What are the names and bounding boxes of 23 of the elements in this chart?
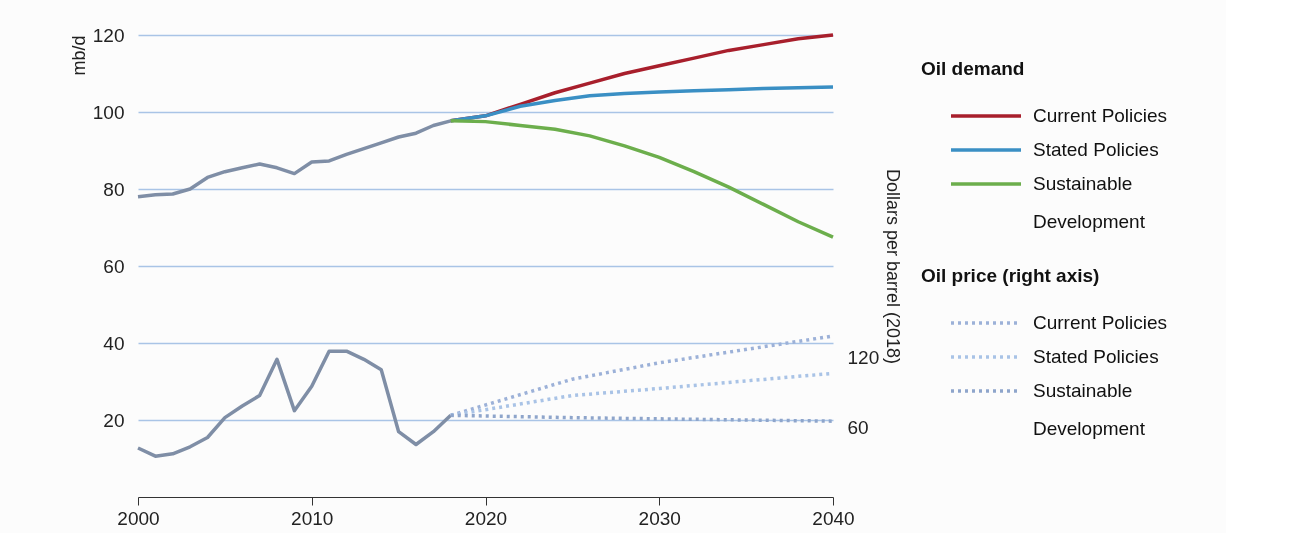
x-tick-label: 2020 bbox=[464, 507, 508, 529]
legend-label: Sustainable Development bbox=[1033, 173, 1146, 232]
y-axis-title: mb/d bbox=[68, 35, 89, 76]
y-tick-label: 40 bbox=[103, 332, 125, 354]
legend-label: Sustainable Development bbox=[1033, 380, 1146, 439]
y-tick-label: 60 bbox=[103, 255, 125, 277]
legend-title: Oil demand bbox=[921, 58, 1025, 79]
x-tick-label: 2000 bbox=[117, 507, 160, 529]
x-tick-label: 2010 bbox=[291, 507, 334, 529]
text: Oil price (right axis) bbox=[921, 265, 1100, 286]
y2-tick-label: 120 bbox=[847, 346, 880, 368]
legend-label: Stated Policies bbox=[1033, 139, 1159, 160]
y-tick-label: 20 bbox=[103, 409, 125, 431]
x-tick-label: 2030 bbox=[638, 507, 681, 529]
legend-label: Current Policies bbox=[1033, 312, 1168, 333]
legend-label: Stated Policies bbox=[1033, 346, 1159, 367]
y-tick-label: 80 bbox=[103, 178, 125, 200]
y2-tick-label: 60 bbox=[847, 416, 869, 438]
x-tick-label: 2040 bbox=[812, 507, 855, 529]
y-tick-label: 120 bbox=[92, 24, 125, 46]
y-tick-label: 100 bbox=[92, 101, 125, 123]
legend-label: Current Policies bbox=[1033, 105, 1168, 126]
y2-axis-title: Dollars per barrel (2018) bbox=[883, 168, 904, 365]
